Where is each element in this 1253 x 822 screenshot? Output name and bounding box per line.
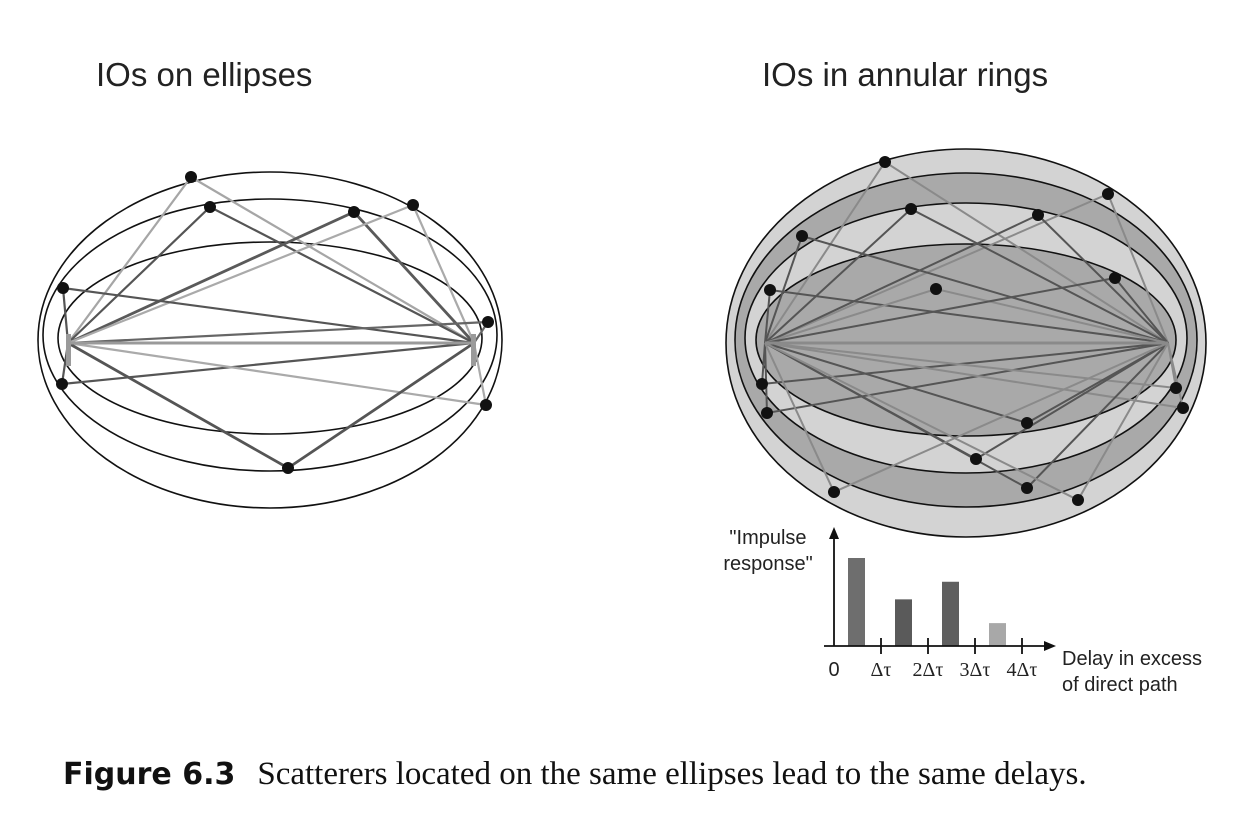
scatterer [764, 284, 776, 296]
impulse-response-chart: "Impulse response" 0 Δτ 2Δτ 3Δτ 4Δτ Delay in… [723, 527, 1202, 696]
scatterer [970, 453, 982, 465]
path [67, 210, 476, 345]
scatterer [482, 316, 494, 328]
scatterer [1109, 272, 1121, 284]
scatterer [1102, 188, 1114, 200]
inner-ellipse [57, 241, 483, 435]
scatterer [796, 230, 808, 242]
y-axis-label-line2: response" [723, 553, 812, 575]
scatterer [761, 407, 773, 419]
right-panel-title: IOs in annular rings [762, 56, 1049, 93]
scatterer [1177, 402, 1189, 414]
scatterer [480, 399, 492, 411]
impulse-bar [895, 599, 912, 646]
x-tick-label: 0 [828, 659, 839, 681]
x-axis-label-line2: of direct path [1062, 674, 1178, 696]
scatterer [1072, 494, 1084, 506]
scatterer [204, 201, 216, 213]
scatterer [56, 378, 68, 390]
path [67, 341, 475, 470]
x-axis-label-line1: Delay in excess [1062, 648, 1202, 670]
rx-antenna [471, 334, 476, 366]
ellipses-diagram [37, 171, 503, 509]
path [61, 286, 475, 345]
x-ticks-group: 0 Δτ 2Δτ 3Δτ 4Δτ [828, 638, 1037, 681]
scatterer [1021, 417, 1033, 429]
x-axis-arrow [1044, 641, 1056, 651]
x-tick-label: 3Δτ [960, 659, 991, 681]
scatterer [828, 486, 840, 498]
path [67, 341, 488, 407]
scatterer [905, 203, 917, 215]
scatter-paths-left [60, 175, 491, 470]
path [60, 341, 475, 386]
scatterer [57, 282, 69, 294]
annular-rings-diagram [725, 148, 1207, 538]
figure-caption: Figure 6.3 Scatterers located on the same… [63, 756, 1087, 793]
y-axis-label-line1: "Impulse [729, 527, 806, 549]
scatterers-right [756, 156, 1189, 506]
scatterer [348, 206, 360, 218]
scatterer [282, 462, 294, 474]
scatterer [185, 171, 197, 183]
x-tick-label: Δτ [871, 659, 892, 681]
outer-ellipse [37, 171, 503, 509]
scatterer [1032, 209, 1044, 221]
impulse-bar [989, 623, 1006, 646]
scatterers-left [56, 171, 494, 474]
impulse-bar [848, 558, 865, 646]
y-axis-arrow [829, 527, 839, 539]
scatterer [1170, 382, 1182, 394]
x-tick-label: 2Δτ [913, 659, 944, 681]
path [67, 320, 491, 345]
scatterer [1021, 482, 1033, 494]
left-panel-title: IOs on ellipses [96, 56, 313, 93]
path [67, 203, 476, 345]
caption-text: Scatterers located on the same ellipses … [257, 756, 1087, 792]
middle-ellipse [42, 198, 498, 472]
scatterer [930, 283, 942, 295]
caption-label: Figure 6.3 [63, 757, 236, 792]
tx-antenna [66, 334, 71, 366]
impulse-bar [942, 581, 959, 646]
scatterer [756, 378, 768, 390]
bars-group [848, 558, 1006, 646]
scatterer [879, 156, 891, 168]
scatterer [407, 199, 419, 211]
x-tick-label: 4Δτ [1007, 659, 1038, 681]
